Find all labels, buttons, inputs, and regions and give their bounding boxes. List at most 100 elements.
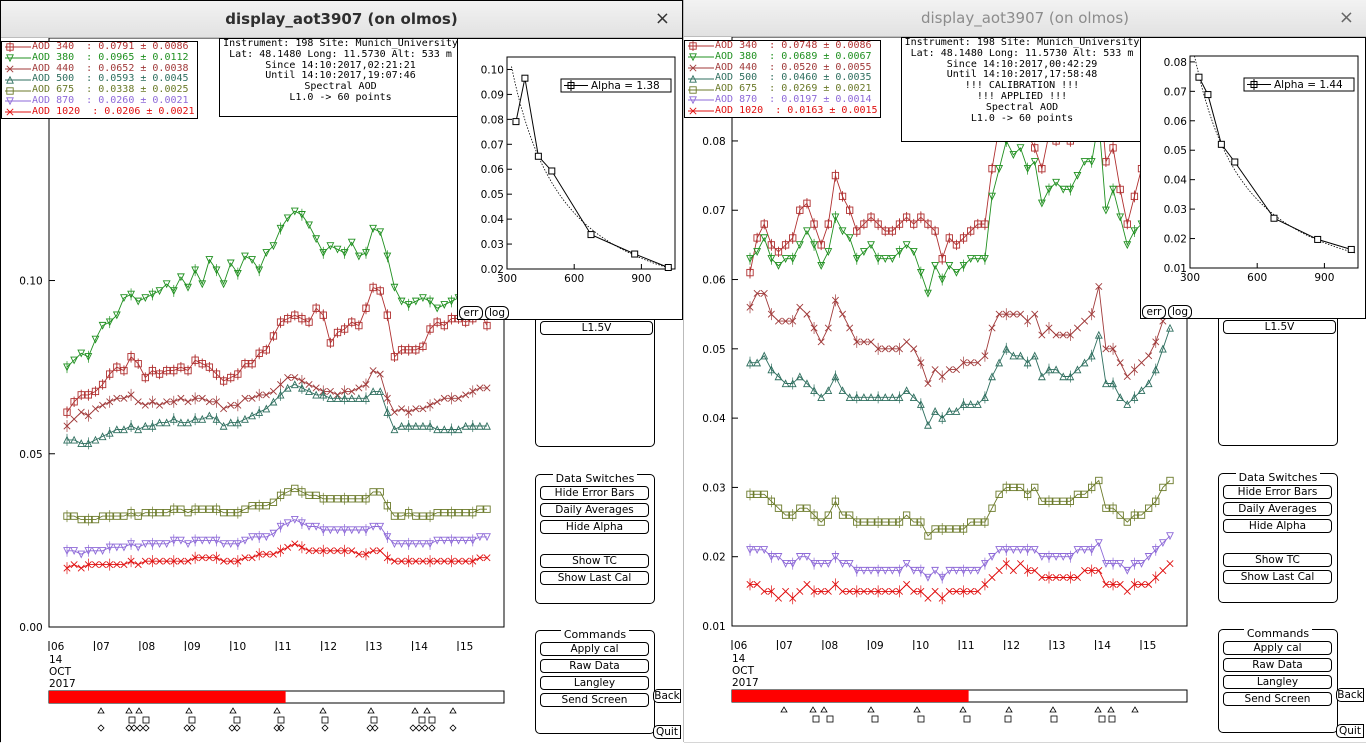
err-button[interactable]: err bbox=[459, 306, 483, 320]
apply-cal-button[interactable]: Apply cal bbox=[540, 642, 649, 656]
inset-y-tick: 0.02 bbox=[481, 264, 504, 276]
square-marker bbox=[871, 715, 879, 723]
log-button[interactable]: log bbox=[485, 306, 509, 320]
data-point bbox=[141, 557, 149, 565]
diamond-marker bbox=[366, 724, 374, 732]
data-point bbox=[1080, 158, 1089, 166]
data-point bbox=[966, 400, 975, 408]
data-point bbox=[1102, 345, 1110, 353]
raw-data-button[interactable]: Raw Data bbox=[1223, 658, 1332, 672]
data-point bbox=[1002, 344, 1011, 353]
data-point bbox=[184, 509, 192, 517]
data-point bbox=[362, 526, 370, 535]
legend-entry: AOD 500 : 0.0460 ± 0.0035 bbox=[687, 73, 878, 84]
alpha-data-line bbox=[1198, 76, 1352, 250]
data-point bbox=[70, 356, 79, 365]
close-icon[interactable]: × bbox=[654, 8, 670, 29]
data-point bbox=[874, 218, 882, 230]
daily-averages-button[interactable]: Daily Averages bbox=[540, 503, 649, 517]
data-point bbox=[297, 211, 306, 219]
data-point bbox=[860, 338, 868, 346]
log-button[interactable]: log bbox=[1168, 305, 1192, 319]
x-tick-label: 07 bbox=[96, 641, 109, 653]
data-point bbox=[91, 405, 99, 413]
legend-entry: AOD 440 : 0.0520 ± 0.0055 bbox=[687, 62, 878, 74]
data-point bbox=[291, 484, 299, 493]
series-aod-870 bbox=[63, 515, 491, 559]
diamond-marker bbox=[415, 724, 423, 732]
triangle-marker bbox=[97, 707, 105, 714]
hide-alpha-button[interactable]: Hide Alpha bbox=[540, 520, 649, 534]
data-point bbox=[91, 547, 100, 555]
err-button[interactable]: err bbox=[1142, 305, 1166, 319]
langley-button[interactable]: Langley bbox=[540, 676, 649, 690]
data-point bbox=[938, 275, 947, 284]
series-aod-675 bbox=[746, 476, 1174, 540]
data-point bbox=[1102, 504, 1110, 512]
data-point bbox=[454, 425, 463, 434]
show-last-cal-button[interactable]: Show Last Cal bbox=[540, 571, 649, 585]
daily-averages-button[interactable]: Daily Averages bbox=[1223, 502, 1332, 516]
data-point bbox=[426, 323, 434, 335]
data-point bbox=[105, 318, 114, 327]
data-point bbox=[70, 561, 78, 569]
l15v-button[interactable]: L1.5V bbox=[1223, 320, 1336, 334]
plot-canvas: 0.150.100.050.000607080910111213141514OC… bbox=[1, 38, 684, 743]
back-button[interactable]: Back bbox=[1336, 688, 1364, 702]
data-point bbox=[169, 536, 178, 545]
back-button[interactable]: Back bbox=[653, 689, 681, 703]
data-point bbox=[931, 406, 940, 415]
show-tc-button[interactable]: Show TC bbox=[540, 554, 649, 568]
close-icon[interactable]: × bbox=[1338, 7, 1354, 28]
window-titlebar[interactable]: display_aot3907 (on olmos) × bbox=[684, 0, 1366, 37]
data-point bbox=[241, 554, 249, 562]
show-tc-button[interactable]: Show TC bbox=[1223, 553, 1332, 567]
data-point bbox=[1052, 553, 1061, 561]
progress-bar[interactable] bbox=[731, 689, 1188, 703]
x-tick-label: 11 bbox=[278, 641, 291, 653]
inset-x-tick: 600 bbox=[564, 273, 584, 285]
hide-error-bars-button[interactable]: Hide Error Bars bbox=[540, 486, 649, 500]
data-point bbox=[319, 309, 327, 321]
raw-data-button[interactable]: Raw Data bbox=[540, 659, 649, 673]
series-aod-440 bbox=[63, 367, 491, 433]
langley-button[interactable]: Langley bbox=[1223, 675, 1332, 689]
legend-marker bbox=[6, 42, 14, 53]
window-titlebar[interactable]: display_aot3907 (on olmos) × bbox=[1, 1, 682, 38]
quit-button[interactable]: Quit bbox=[653, 725, 681, 739]
progress-bar[interactable] bbox=[48, 690, 505, 704]
send-screen-button[interactable]: Send Screen bbox=[540, 693, 649, 707]
data-point bbox=[831, 553, 840, 561]
send-screen-button[interactable]: Send Screen bbox=[1223, 692, 1332, 706]
data-point bbox=[333, 495, 342, 503]
data-point bbox=[824, 587, 832, 595]
l15v-button[interactable]: L1.5V bbox=[540, 321, 653, 335]
data-point bbox=[988, 163, 996, 174]
data-point bbox=[234, 557, 242, 565]
data-point bbox=[433, 509, 441, 517]
data-point bbox=[888, 255, 897, 263]
data-point bbox=[959, 232, 968, 244]
data-point bbox=[796, 504, 804, 512]
data-point bbox=[297, 519, 306, 528]
data-point bbox=[767, 553, 776, 561]
data-point bbox=[355, 550, 363, 558]
data-point bbox=[226, 259, 235, 268]
data-point bbox=[233, 418, 242, 427]
data-point bbox=[1116, 393, 1125, 401]
show-last-cal-button[interactable]: Show Last Cal bbox=[1223, 570, 1332, 584]
hide-alpha-button[interactable]: Hide Alpha bbox=[1223, 519, 1332, 533]
triangle-marker bbox=[959, 706, 967, 713]
data-point bbox=[746, 490, 754, 498]
info-line: Until 14:10:2017,19:07:46 bbox=[265, 70, 416, 82]
legend-marker-icon bbox=[688, 85, 714, 94]
apply-cal-button[interactable]: Apply cal bbox=[1223, 641, 1332, 655]
quit-button[interactable]: Quit bbox=[1336, 724, 1364, 738]
hide-error-bars-button[interactable]: Hide Error Bars bbox=[1223, 485, 1332, 499]
data-point bbox=[753, 289, 761, 297]
data-point bbox=[852, 255, 861, 263]
data-point bbox=[945, 232, 953, 244]
data-point bbox=[483, 384, 491, 392]
data-point bbox=[1073, 365, 1082, 374]
data-point bbox=[959, 262, 968, 270]
